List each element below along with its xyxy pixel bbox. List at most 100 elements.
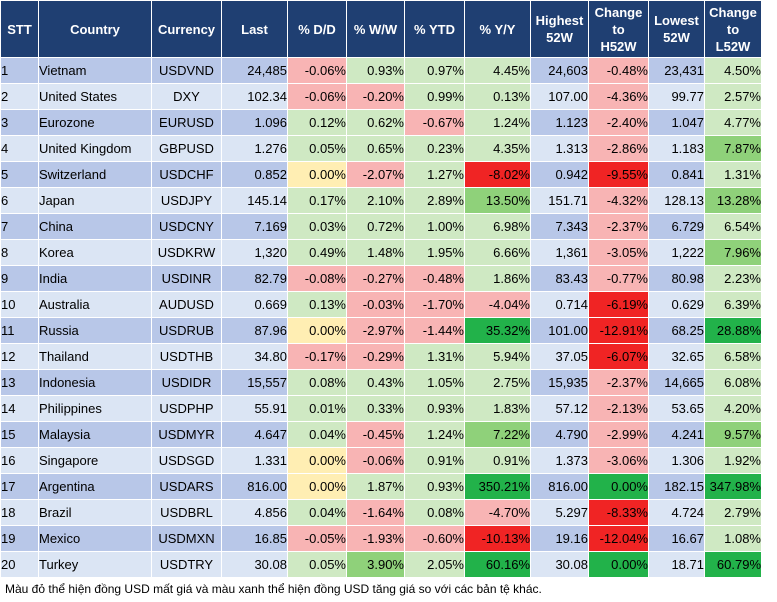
cell-low52: 4.724 [648, 499, 705, 526]
column-header-yy[interactable]: % Y/Y [464, 0, 531, 58]
cell-dd: 0.13% [287, 291, 347, 318]
table-row[interactable]: 8 Korea USDKRW 1,320 0.49% 1.48% 1.95% 6.66% 1,3… [0, 239, 762, 266]
table-row[interactable]: 12 Thailand USDTHB 34.80 -0.17% -0.29% 1.31% 5.… [0, 343, 762, 370]
cell-yy: 6.66% [464, 239, 531, 266]
cell-chg_h52: -4.32% [588, 187, 649, 214]
cell-currency: USDARS [151, 473, 222, 500]
cell-ww: -0.20% [346, 83, 405, 110]
cell-high52: 5.297 [530, 499, 589, 526]
column-header-country[interactable]: Country [38, 0, 152, 58]
cell-yy: -4.04% [464, 291, 531, 318]
column-header-last[interactable]: Last [221, 0, 288, 58]
cell-low52: 16.67 [648, 525, 705, 552]
cell-low52: 1.306 [648, 447, 705, 474]
column-header-chg_l52[interactable]: Change to L52W [704, 0, 762, 58]
cell-ytd: 0.93% [404, 473, 465, 500]
column-header-currency[interactable]: Currency [151, 0, 222, 58]
cell-chg_l52: 2.79% [704, 499, 762, 526]
cell-low52: 1.183 [648, 135, 705, 162]
column-header-low52[interactable]: Lowest 52W [648, 0, 705, 58]
cell-dd: 0.04% [287, 421, 347, 448]
cell-ytd: 0.91% [404, 447, 465, 474]
cell-ww: -0.45% [346, 421, 405, 448]
column-header-stt[interactable]: STT [0, 0, 39, 58]
cell-chg_l52: 9.57% [704, 421, 762, 448]
cell-high52: 83.43 [530, 265, 589, 292]
table-row[interactable]: 15 Malaysia USDMYR 4.647 0.04% -0.45% 1.24% 7.2… [0, 421, 762, 448]
cell-ww: -0.06% [346, 447, 405, 474]
cell-ytd: 1.00% [404, 213, 465, 240]
cell-last: 16.85 [221, 525, 288, 552]
cell-last: 1.331 [221, 447, 288, 474]
cell-country: Thailand [38, 343, 152, 370]
table-row[interactable]: 19 Mexico USDMXN 16.85 -0.05% -1.93% -0.60% -10… [0, 525, 762, 552]
table-row[interactable]: 20 Turkey USDTRY 30.08 0.05% 3.90% 2.05% 60.16%… [0, 551, 762, 578]
cell-chg_l52: 4.20% [704, 395, 762, 422]
cell-low52: 53.65 [648, 395, 705, 422]
fx-table: STT Country Currency Last% D/D% W/W% YTD% Y… [0, 0, 762, 578]
cell-chg_h52: -2.37% [588, 369, 649, 396]
cell-high52: 0.942 [530, 161, 589, 188]
cell-stt: 9 [0, 265, 39, 292]
table-row[interactable]: 4 United Kingdom GBPUSD 1.276 0.05% 0.65% 0.23… [0, 135, 762, 162]
cell-dd: 0.05% [287, 551, 347, 578]
cell-yy: 1.83% [464, 395, 531, 422]
table-row[interactable]: 1 Vietnam USDVND 24,485 -0.06% 0.93% 0.97% 4.45… [0, 57, 762, 84]
cell-chg_h52: -12.91% [588, 317, 649, 344]
cell-dd: -0.05% [287, 525, 347, 552]
cell-low52: 6.729 [648, 213, 705, 240]
cell-chg_l52: 6.58% [704, 343, 762, 370]
table-row[interactable]: 16 Singapore USDSGD 1.331 0.00% -0.06% 0.91% 0.… [0, 447, 762, 474]
cell-ww: 0.33% [346, 395, 405, 422]
table-row[interactable]: 11 Russia USDRUB 87.96 0.00% -2.97% -1.44% 35.3… [0, 317, 762, 344]
cell-high52: 151.71 [530, 187, 589, 214]
cell-high52: 1,361 [530, 239, 589, 266]
cell-stt: 18 [0, 499, 39, 526]
cell-high52: 19.16 [530, 525, 589, 552]
cell-ww: 1.48% [346, 239, 405, 266]
table-row[interactable]: 9 India USDINR 82.79 -0.08% -0.27% -0.48% 1.86%… [0, 265, 762, 292]
cell-ytd: 0.08% [404, 499, 465, 526]
table-row[interactable]: 2 United States DXY 102.34 -0.06% -0.20% 0.99%… [0, 83, 762, 110]
table-row[interactable]: 3 Eurozone EURUSD 1.096 0.12% 0.62% -0.67% 1.24… [0, 109, 762, 136]
cell-chg_h52: -6.19% [588, 291, 649, 318]
column-header-ww[interactable]: % W/W [346, 0, 405, 58]
cell-chg_h52: -2.86% [588, 135, 649, 162]
table-row[interactable]: 6 Japan USDJPY 145.14 0.17% 2.10% 2.89% 13.50% 1… [0, 187, 762, 214]
cell-yy: 0.13% [464, 83, 531, 110]
cell-currency: USDCHF [151, 161, 222, 188]
cell-ytd: -0.60% [404, 525, 465, 552]
cell-ytd: 1.27% [404, 161, 465, 188]
cell-ytd: -1.70% [404, 291, 465, 318]
cell-stt: 16 [0, 447, 39, 474]
table-row[interactable]: 13 Indonesia USDIDR 15,557 0.08% 0.43% 1.05% 2.… [0, 369, 762, 396]
table-row[interactable]: 7 China USDCNY 7.169 0.03% 0.72% 1.00% 6.98% 7.3… [0, 213, 762, 240]
cell-dd: 0.04% [287, 499, 347, 526]
cell-yy: 4.45% [464, 57, 531, 84]
table-row[interactable]: 10 Australia AUDUSD 0.669 0.13% -0.03% -1.70% -… [0, 291, 762, 318]
cell-stt: 14 [0, 395, 39, 422]
column-header-chg_h52[interactable]: Change to H52W [588, 0, 649, 58]
column-header-dd[interactable]: % D/D [287, 0, 347, 58]
cell-ww: 0.62% [346, 109, 405, 136]
cell-currency: USDMYR [151, 421, 222, 448]
table-row[interactable]: 17 Argentina USDARS 816.00 0.00% 1.87% 0.93% 35… [0, 473, 762, 500]
table-row[interactable]: 14 Philippines USDPHP 55.91 0.01% 0.33% 0.93% 1… [0, 395, 762, 422]
table-row[interactable]: 18 Brazil USDBRL 4.856 0.04% -1.64% 0.08% -4.70… [0, 499, 762, 526]
cell-chg_l52: 4.77% [704, 109, 762, 136]
cell-stt: 5 [0, 161, 39, 188]
cell-high52: 4.790 [530, 421, 589, 448]
cell-country: India [38, 265, 152, 292]
cell-high52: 816.00 [530, 473, 589, 500]
cell-last: 4.856 [221, 499, 288, 526]
cell-stt: 3 [0, 109, 39, 136]
cell-ww: 0.65% [346, 135, 405, 162]
cell-ytd: 0.97% [404, 57, 465, 84]
cell-ww: 2.10% [346, 187, 405, 214]
column-header-ytd[interactable]: % YTD [404, 0, 465, 58]
table-row[interactable]: 5 Switzerland USDCHF 0.852 0.00% -2.07% 1.27% -… [0, 161, 762, 188]
cell-chg_h52: 0.00% [588, 473, 649, 500]
column-header-high52[interactable]: Highest 52W [530, 0, 589, 58]
cell-last: 4.647 [221, 421, 288, 448]
cell-currency: GBPUSD [151, 135, 222, 162]
